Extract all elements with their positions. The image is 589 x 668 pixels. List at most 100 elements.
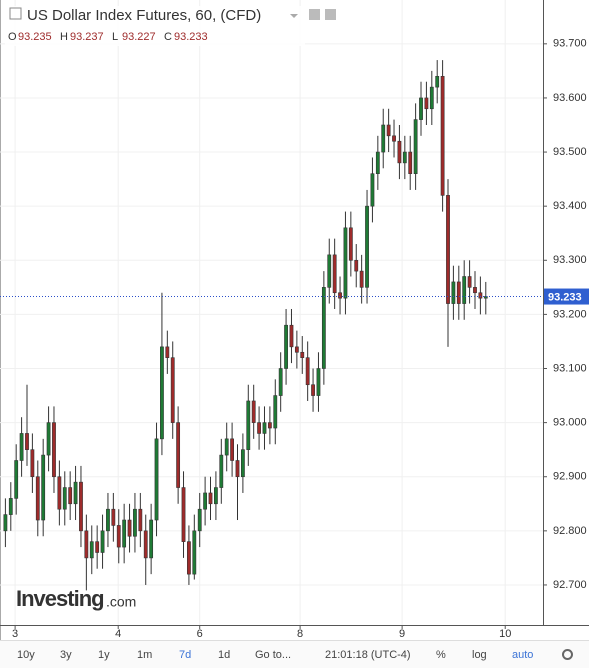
candle-body [370,173,375,207]
candle-body [19,433,24,461]
collapse-icon[interactable] [9,7,22,20]
candle-body [41,454,46,521]
chart: US Dollar Index Futures, 60, (CFD) O 93.2… [0,0,589,645]
last-price-label: 93.233 [548,291,582,303]
candle-body [305,357,310,386]
candle-body [187,541,191,575]
candle-body [235,460,240,478]
candle-body [478,292,483,299]
candle-body [84,530,89,559]
candle-body [338,292,342,299]
last-price-box [544,288,589,305]
option-button[interactable]: auto [512,649,534,661]
option-button[interactable]: % [436,649,446,661]
candle-body [375,151,380,175]
candle-body [348,227,353,261]
candle-body [3,514,8,532]
candle-body [138,508,143,532]
candle-body [154,438,159,521]
candle-body [365,205,369,288]
y-tick-label: 93.300 [553,254,587,266]
candle-body [440,75,445,196]
candle-body [111,508,116,526]
y-tick-label: 93.000 [553,417,587,429]
range-button[interactable]: 1y [98,649,110,661]
candle-body [408,151,413,175]
range-button[interactable]: 3y [60,649,72,661]
candle-body [429,86,434,110]
candle-body [435,75,440,88]
candle-body [467,276,472,288]
candle-body [240,449,245,478]
range-button[interactable]: Go to... [255,649,292,661]
candle-body [294,346,299,353]
candle-body [419,97,423,120]
candle-body [413,119,418,175]
candle-body [251,400,256,423]
settings-icon[interactable] [325,9,336,20]
candle-body [73,481,78,505]
candle-body [273,395,278,429]
candle-body [122,519,127,548]
candle-body [95,541,100,553]
range-button[interactable]: 1d [218,649,231,661]
candle-body [127,519,132,537]
candle-body [192,530,197,575]
candle-body [456,281,461,304]
candle-body [35,476,40,521]
y-tick-label: 92.800 [553,525,587,537]
candle-body [214,487,218,505]
option-button[interactable]: log [472,649,487,661]
ohlc-value: 93.235 [18,31,52,43]
logo-suffix: .com [106,594,136,610]
x-tick-label: 9 [399,628,405,640]
candle-body [8,498,13,515]
legend-bg [5,6,305,46]
candle-body [278,368,283,396]
candle-body [160,346,164,440]
candle-body [14,460,19,499]
candle-body [284,324,288,369]
candle-body [68,487,73,505]
candle-body [327,254,332,288]
plot-area [0,0,543,625]
candle-body [462,276,467,304]
chart-title: US Dollar Index Futures, 60, (CFD) [27,7,261,24]
settings-button[interactable] [562,649,573,660]
candle-body [224,438,229,456]
y-tick-label: 92.900 [553,471,587,483]
range-button[interactable]: 7d [179,649,192,661]
y-tick-label: 93.500 [553,146,587,158]
eye-icon[interactable] [309,9,320,20]
range-button[interactable]: 1m [137,649,153,661]
ohlc-key: O [8,31,17,43]
candle-body [311,384,315,396]
ohlc-key: H [60,31,68,43]
candle-body [424,97,429,110]
candle-body [246,400,251,450]
candle-body [397,140,402,164]
candle-body [402,151,407,164]
y-tick-label: 93.700 [553,38,587,50]
candle-body [354,259,359,272]
candle-body [473,287,477,294]
toolbar: 10y 3y 1y 1m 7d 1d Go to... 21:01:18 (UTC-4)% lo… [0,640,589,668]
candle-body [30,449,35,478]
candle-body [62,487,67,510]
candle-body [257,422,261,434]
candle-body [116,525,121,548]
candle-body [446,195,450,304]
y-tick-label: 92.700 [553,579,587,591]
x-tick-label: 3 [12,628,18,640]
candle-body [392,135,396,142]
candle-body [89,541,94,559]
candle-body [230,438,234,461]
candle-body [267,422,272,429]
dropdown-icon[interactable] [290,14,298,18]
range-button[interactable]: 10y [17,649,35,661]
candle-body [181,487,186,542]
ohlc-value: 93.237 [70,31,104,43]
candle-body [219,454,224,488]
candle-body [483,296,488,299]
